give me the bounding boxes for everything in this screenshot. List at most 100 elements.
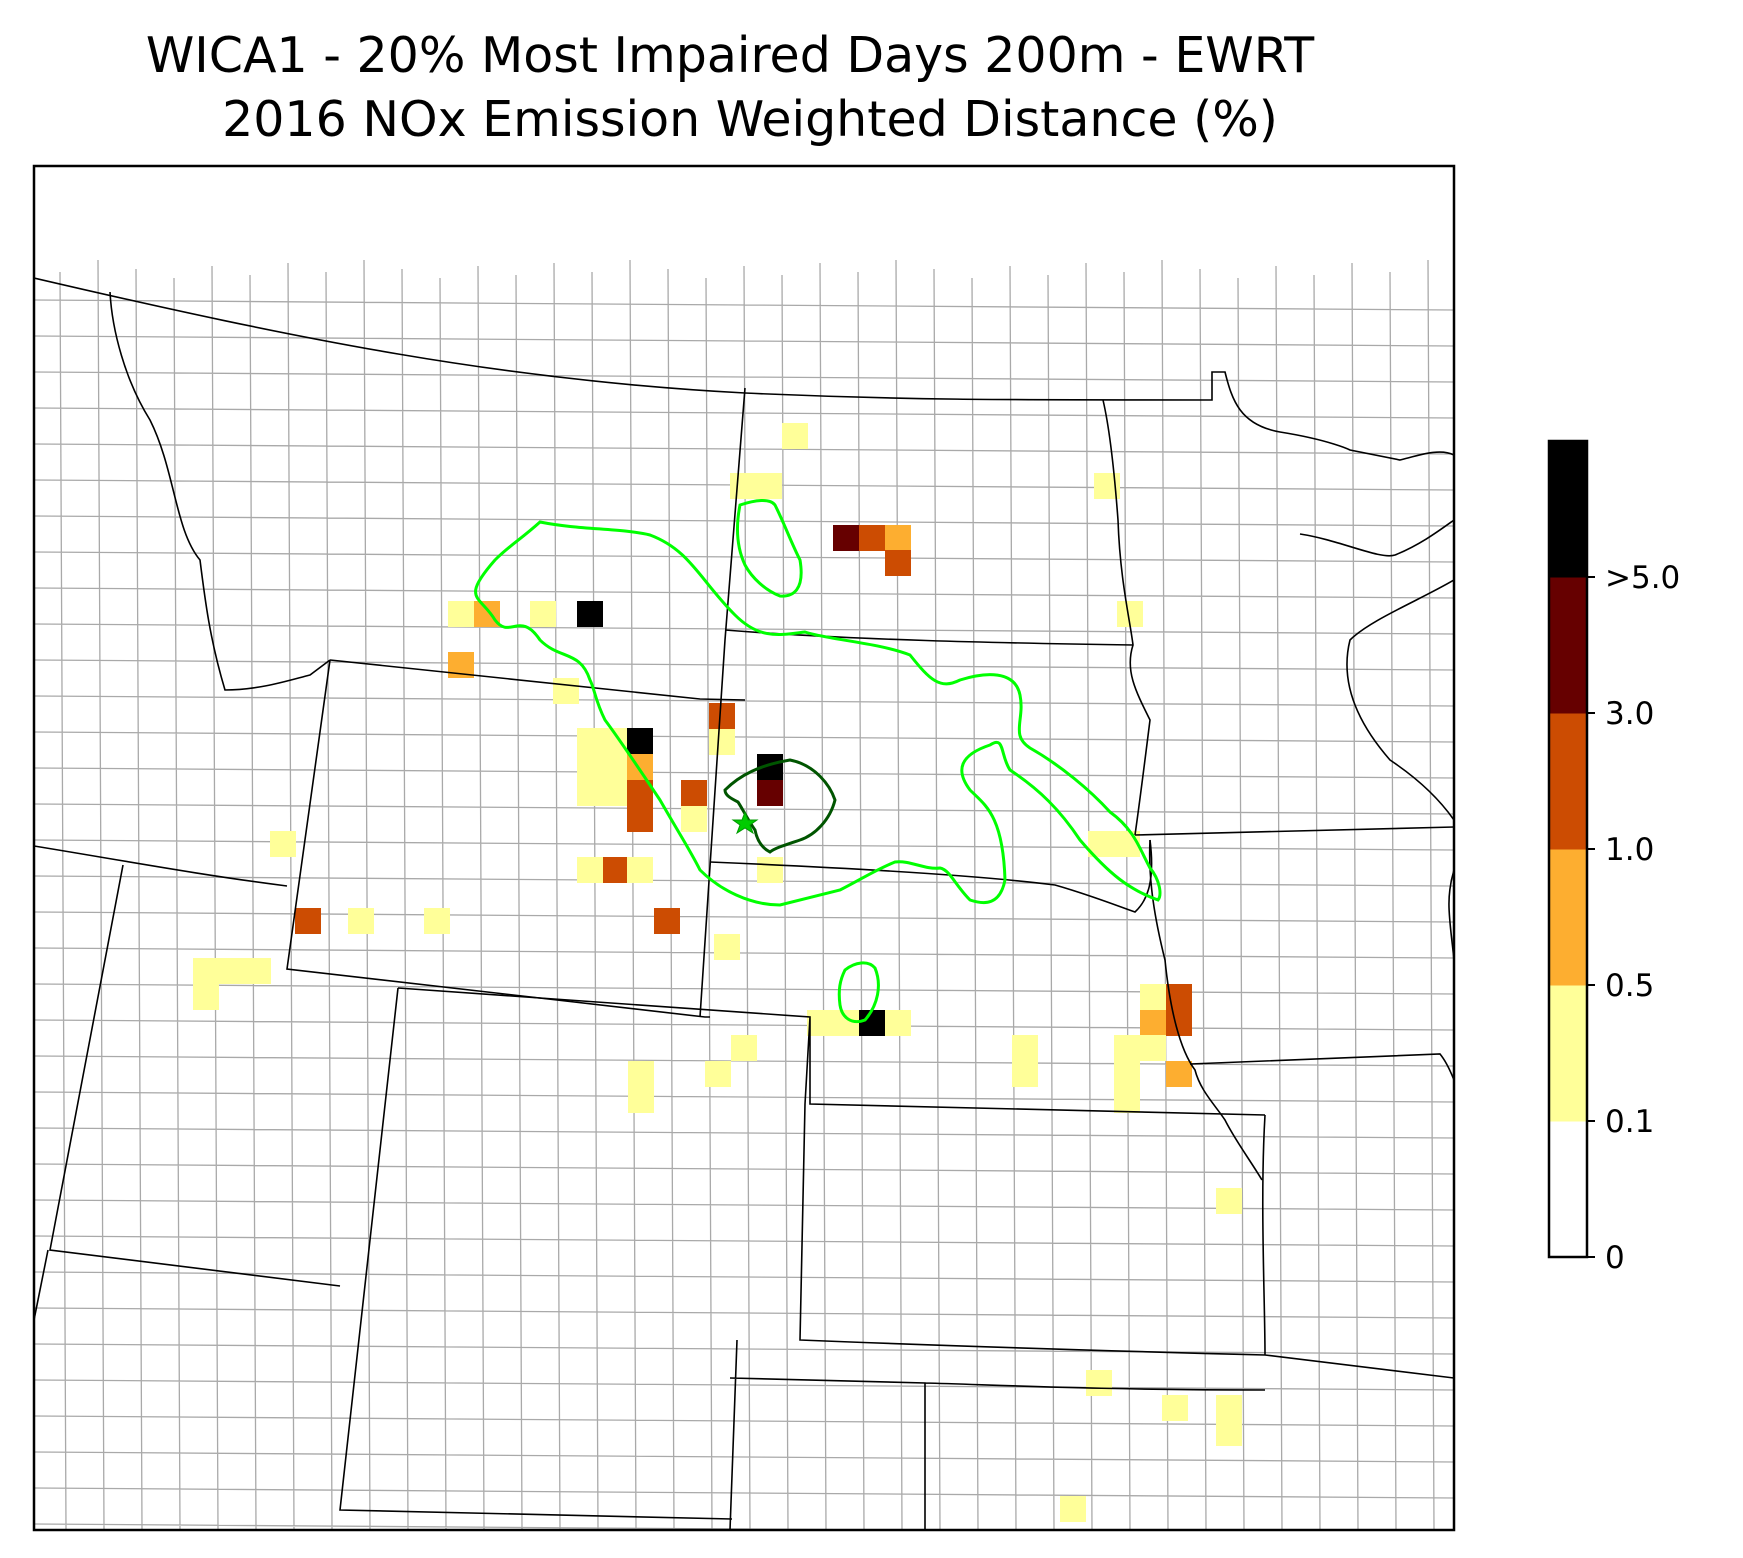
emission-cell xyxy=(1140,984,1166,1010)
emission-cell xyxy=(577,754,603,780)
county-grid xyxy=(34,259,1454,1530)
emission-cell xyxy=(1216,1395,1242,1421)
colorbar-tick-label: 0.5 xyxy=(1605,968,1654,1004)
emission-cell xyxy=(885,525,911,551)
wyoming-west xyxy=(286,659,710,1018)
emission-cell xyxy=(448,601,474,627)
colorado-border xyxy=(339,987,1266,1520)
colorbar-tick-label: 0 xyxy=(1605,1240,1625,1276)
emission-cell xyxy=(577,780,603,806)
emission-cell xyxy=(1012,1061,1038,1087)
colorbar: 0 0.1 0.5 1.0 3.0 >5.0 xyxy=(1547,439,1680,1276)
emission-cell xyxy=(424,908,450,934)
emission-cell xyxy=(1114,1061,1140,1087)
emission-cell xyxy=(1166,1010,1192,1036)
emission-cell xyxy=(730,473,756,499)
emission-cell xyxy=(627,728,653,754)
colorbar-tick-label: 1.0 xyxy=(1605,832,1654,868)
emission-cell xyxy=(603,857,629,883)
contours xyxy=(474,499,1162,1024)
colorbar-bin xyxy=(1549,713,1587,850)
emission-cell xyxy=(756,473,782,499)
wyoming-east xyxy=(699,387,746,1018)
emission-cell xyxy=(885,550,911,576)
emission-cell xyxy=(731,1035,757,1061)
emission-cell xyxy=(1140,1035,1166,1061)
emission-cell xyxy=(681,780,707,806)
emission-cell xyxy=(348,908,374,934)
contour-inner xyxy=(723,758,837,854)
emission-cell xyxy=(627,857,653,883)
title-line-2: 2016 NOx Emission Weighted Distance (%) xyxy=(222,91,1278,148)
emission-cell xyxy=(295,908,321,934)
emission-cell xyxy=(757,857,783,883)
emission-cell xyxy=(193,984,219,1010)
emission-cell xyxy=(859,1010,885,1036)
emission-cell xyxy=(714,934,740,960)
emission-cell xyxy=(530,601,556,627)
colorbar-tick-label: >5.0 xyxy=(1605,560,1680,596)
emission-cell xyxy=(603,754,629,780)
emission-cell xyxy=(1140,1010,1166,1036)
emission-cell xyxy=(709,703,735,729)
emission-cell xyxy=(705,1061,731,1087)
idaho-montana-border xyxy=(109,291,331,691)
emission-cells xyxy=(193,423,1242,1522)
emission-cell xyxy=(219,958,245,984)
emission-cell xyxy=(1086,1370,1112,1396)
emission-cell xyxy=(807,1010,833,1036)
kansas-border xyxy=(799,1103,1454,1379)
emission-cell xyxy=(577,857,603,883)
oklahoma-border xyxy=(729,1339,1266,1530)
star-icon xyxy=(731,810,759,835)
emission-cell xyxy=(628,1061,654,1087)
emission-cell xyxy=(270,831,296,857)
colorbar-bin xyxy=(1549,577,1587,714)
emission-cell xyxy=(1162,1395,1188,1421)
emission-cell xyxy=(833,525,859,551)
emission-cell xyxy=(1060,1496,1086,1522)
emission-cell xyxy=(654,908,680,934)
colorbar-tick-label: 3.0 xyxy=(1605,696,1654,732)
emission-cell xyxy=(193,958,219,984)
sd-ne-border xyxy=(709,839,1153,913)
contour-outer-small-north xyxy=(736,499,803,598)
map-panel xyxy=(32,164,1456,1532)
contour-outer-small-south xyxy=(837,961,880,1024)
map-frame xyxy=(32,164,1456,1532)
emission-cell xyxy=(1114,1087,1140,1113)
canada-border xyxy=(34,277,1454,461)
ne-ia-border xyxy=(1148,839,1263,1181)
colorbar-bin xyxy=(1549,849,1587,986)
colorbar-bin xyxy=(1549,441,1587,578)
utah-border xyxy=(34,845,341,1287)
colorbar-bin xyxy=(1549,1121,1587,1258)
nd-mn-border xyxy=(1102,399,1151,836)
contour-outer-main xyxy=(474,520,1162,907)
mn-ia-border xyxy=(1134,826,1454,836)
emission-cell xyxy=(627,806,653,832)
nevada-border xyxy=(34,1249,49,1321)
emission-cell xyxy=(782,423,808,449)
title-line-1: WICA1 - 20% Most Impaired Days 200m - EW… xyxy=(146,27,1315,84)
ia-mo-border xyxy=(1189,1053,1454,1081)
emission-cell xyxy=(628,1087,654,1113)
emission-cell xyxy=(681,806,707,832)
emission-cell xyxy=(757,780,783,806)
colorbar-bin xyxy=(1549,985,1587,1122)
emission-cell xyxy=(1166,1061,1192,1087)
colorbar-tick-label: 0.1 xyxy=(1605,1104,1654,1140)
wyoming-north xyxy=(329,659,746,701)
emission-cell xyxy=(553,678,579,704)
emission-cell xyxy=(1114,1035,1140,1061)
emission-cell xyxy=(859,525,885,551)
emission-cell xyxy=(245,958,271,984)
emission-cell xyxy=(1216,1188,1242,1214)
emission-cell xyxy=(1012,1035,1038,1061)
emission-cell xyxy=(603,780,629,806)
emission-cell xyxy=(1216,1420,1242,1446)
emission-cell xyxy=(885,1010,911,1036)
emission-cell xyxy=(577,728,603,754)
emission-cell xyxy=(577,601,603,627)
emission-cell xyxy=(709,729,735,755)
